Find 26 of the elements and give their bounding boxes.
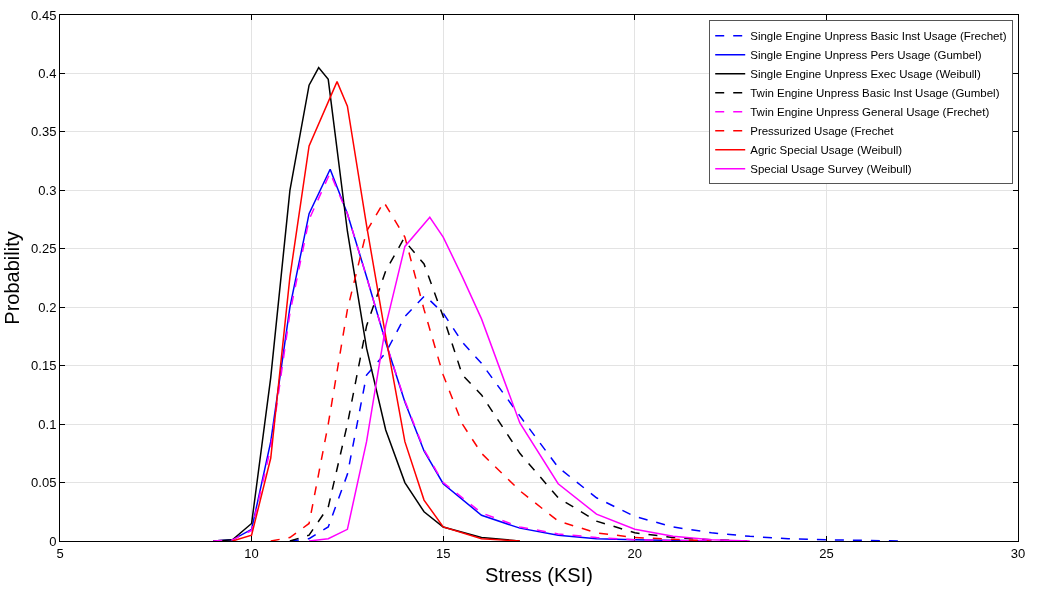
y-tick-label: 0.3 <box>38 182 57 198</box>
y-tick-label: 0.05 <box>31 475 57 491</box>
y-tick-label: 0.1 <box>38 416 57 432</box>
y-tick-label: 0.15 <box>31 358 57 374</box>
legend-label: Twin Engine Unpress Basic Inst Usage (Gumbel) <box>750 87 1000 100</box>
legend-label: Twin Engine Unpress General Usage (Frechet) <box>750 106 990 119</box>
x-axis-title: Stress (KSI) <box>485 564 593 587</box>
y-axis-title: Probability <box>0 231 23 325</box>
x-tick-label: 25 <box>819 545 834 561</box>
y-tick-label: 0.2 <box>38 299 57 315</box>
legend-label: Single Engine Unpress Exec Usage (Weibull) <box>750 68 981 81</box>
legend-label: Special Usage Survey (Weibull) <box>750 163 912 176</box>
legend-label: Single Engine Unpress Pers Usage (Gumbel) <box>750 49 982 62</box>
x-tick-label: 20 <box>627 545 643 561</box>
x-tick-label: 10 <box>244 545 259 561</box>
x-tick-label: 30 <box>1010 545 1026 561</box>
y-tick-label: 0.35 <box>31 124 57 140</box>
y-tick-label: 0.25 <box>31 241 57 257</box>
y-tick-label: 0.45 <box>31 7 57 23</box>
legend-label: Agric Special Usage (Weibull) <box>750 144 903 157</box>
legend-label: Pressurized Usage (Frechet <box>750 125 895 138</box>
x-tick-label: 15 <box>435 545 451 561</box>
y-tick-label: 0.4 <box>38 65 57 81</box>
legend-label: Single Engine Unpress Basic Inst Usage (Frechet) <box>750 30 1007 43</box>
y-tick-label: 0 <box>49 533 57 549</box>
x-tick-label: 5 <box>56 545 64 561</box>
